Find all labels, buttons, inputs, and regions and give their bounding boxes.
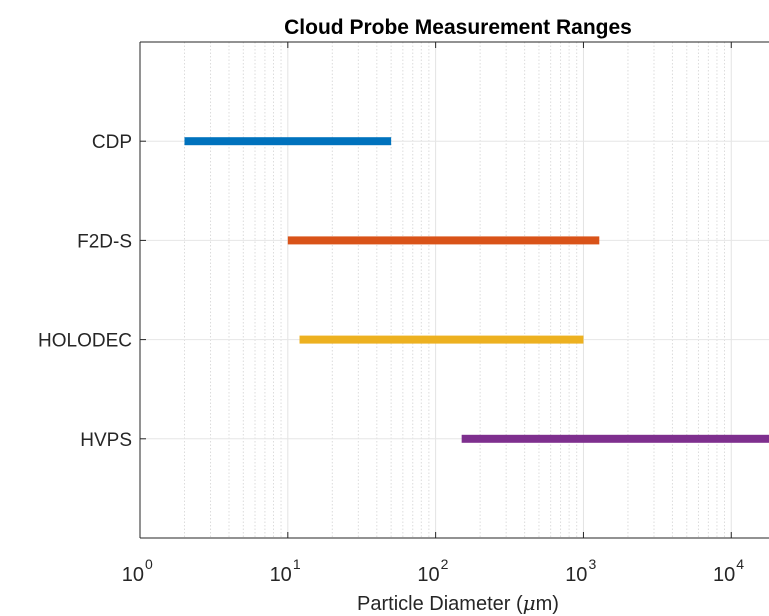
category-label: HVPS bbox=[80, 430, 132, 451]
x-tick-label: 10 3 bbox=[565, 556, 596, 586]
x-tick-label-base: 10 bbox=[270, 564, 292, 586]
x-tick-label-exponent: 0 bbox=[145, 556, 153, 572]
x-tick-label-base: 10 bbox=[417, 564, 439, 586]
x-axis-label-suffix: m) bbox=[536, 593, 559, 615]
range-bar-holodec bbox=[299, 335, 584, 344]
x-axis-label: Particle Diameter (μm) bbox=[357, 591, 559, 615]
category-label: CDP bbox=[92, 132, 132, 153]
range-bar-f2d-s bbox=[287, 236, 600, 245]
range-bars bbox=[184, 137, 769, 443]
x-tick-labels: 10 0 10 1 10 2 10 3 10 4 bbox=[122, 556, 745, 586]
range-bar-cdp bbox=[184, 137, 392, 146]
x-tick-label: 10 1 bbox=[270, 556, 301, 586]
range-bar-hvps bbox=[461, 434, 769, 443]
category-label: HOLODEC bbox=[38, 331, 132, 352]
axes bbox=[139, 41, 769, 539]
x-tick-label-base: 10 bbox=[713, 564, 735, 586]
x-tick-label-exponent: 4 bbox=[736, 556, 744, 572]
x-tick-label: 10 4 bbox=[713, 556, 744, 586]
x-tick-label: 10 2 bbox=[417, 556, 448, 586]
category-labels: CDP F2D-S HOLODEC HVPS bbox=[38, 132, 132, 451]
category-label: F2D-S bbox=[77, 231, 132, 252]
chart-title: Cloud Probe Measurement Ranges bbox=[284, 16, 632, 39]
x-tick-label-exponent: 3 bbox=[588, 556, 596, 572]
grid bbox=[140, 42, 769, 538]
x-tick-label-exponent: 2 bbox=[441, 556, 449, 572]
x-tick-label-exponent: 1 bbox=[293, 556, 301, 572]
x-axis-label-prefix: Particle Diameter ( bbox=[357, 593, 523, 615]
x-axis-label-mu: μ bbox=[523, 591, 536, 615]
x-tick-label: 10 0 bbox=[122, 556, 153, 586]
x-tick-label-base: 10 bbox=[565, 564, 587, 586]
x-tick-label-base: 10 bbox=[122, 564, 144, 586]
